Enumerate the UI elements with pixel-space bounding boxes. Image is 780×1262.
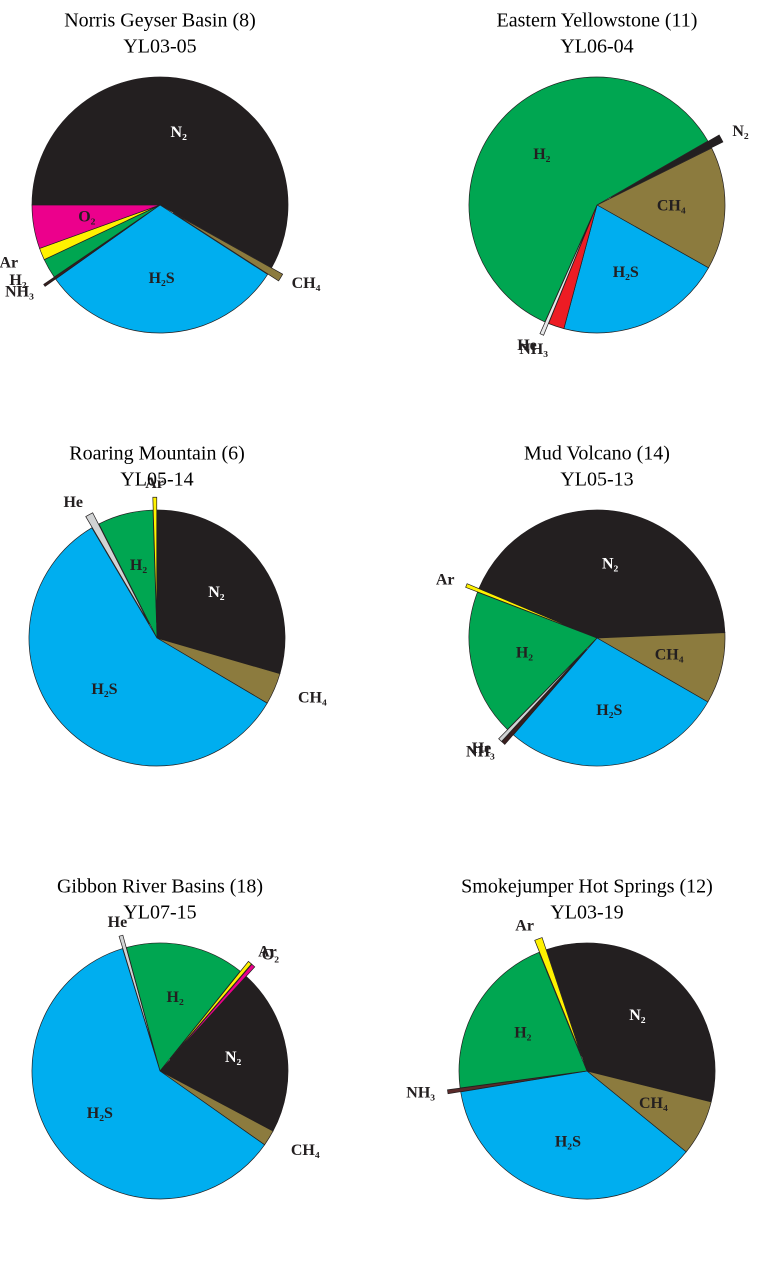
slice-label: NH₃ bbox=[466, 743, 495, 760]
chart-subtitle: YL05-13 bbox=[560, 469, 633, 491]
pie-slice bbox=[468, 591, 598, 730]
slice-label: NH₃ bbox=[5, 283, 34, 300]
chart-subtitle: YL03-05 bbox=[123, 36, 196, 58]
slice-label: H₂S bbox=[87, 1105, 113, 1122]
slice-label: O₂ bbox=[262, 947, 279, 964]
pie-slice bbox=[460, 1070, 687, 1200]
pie-slice bbox=[596, 147, 726, 269]
pie-slice bbox=[610, 134, 724, 199]
slice-label: He bbox=[472, 740, 492, 757]
pie-slice bbox=[156, 509, 286, 675]
pie-slice bbox=[563, 204, 709, 334]
slice-label: N₂ bbox=[629, 1007, 646, 1024]
pie-slice bbox=[501, 649, 588, 745]
pie-slice bbox=[169, 960, 252, 1060]
slice-label: NH₃ bbox=[519, 341, 548, 358]
slice-label: H₂ bbox=[130, 557, 147, 574]
chart-title: Smokejumper Hot Springs (12) bbox=[461, 876, 713, 898]
slice-label: CH₄ bbox=[655, 646, 684, 663]
slice-label: Ar bbox=[145, 475, 164, 492]
slice-label: H₂S bbox=[149, 270, 175, 287]
slice-label: N₂ bbox=[225, 1049, 242, 1066]
pie-slice bbox=[534, 937, 583, 1057]
pie-slice bbox=[43, 213, 148, 287]
slice-label: CH₄ bbox=[298, 690, 327, 707]
slice-label: H₂ bbox=[533, 146, 550, 163]
pie-slice bbox=[172, 212, 284, 282]
chart-title: Roaring Mountain (6) bbox=[69, 443, 245, 465]
pie-slice bbox=[468, 76, 709, 323]
chart-title: Mud Volcano (14) bbox=[524, 443, 670, 465]
slice-label: NH₃ bbox=[406, 1084, 435, 1101]
chart-title: Norris Geyser Basin (8) bbox=[64, 10, 256, 32]
pie-slice bbox=[447, 1072, 572, 1095]
chart-title: Gibbon River Basins (18) bbox=[57, 876, 263, 898]
pie-slice bbox=[539, 218, 592, 336]
pie-slice bbox=[458, 951, 588, 1089]
slice-label: H₂S bbox=[91, 681, 117, 698]
pie-slice bbox=[546, 942, 716, 1103]
pie-slice bbox=[126, 942, 241, 1072]
pie-slice bbox=[31, 948, 266, 1200]
slice-label: He bbox=[517, 337, 537, 354]
pie-slice bbox=[85, 512, 150, 625]
pie-slice bbox=[28, 527, 268, 767]
slice-label: CH₄ bbox=[292, 275, 321, 292]
slice-label: He bbox=[108, 914, 128, 931]
slice-label: Ar bbox=[0, 255, 18, 272]
pie-slice bbox=[55, 204, 269, 334]
slice-label: H₂ bbox=[516, 644, 533, 661]
slice-label: He bbox=[63, 494, 83, 511]
slice-label: H₂S bbox=[613, 264, 639, 281]
chart-subtitle: YL06-04 bbox=[560, 36, 633, 58]
pie-slice bbox=[465, 583, 583, 633]
pie-slice bbox=[169, 963, 256, 1060]
slice-label: Ar bbox=[258, 943, 277, 960]
pie-slice bbox=[512, 637, 709, 767]
slice-label: H₂S bbox=[555, 1133, 581, 1150]
chart-subtitle: YL05-14 bbox=[120, 469, 193, 491]
slice-label: N₂ bbox=[171, 124, 188, 141]
slice-label: Ar bbox=[515, 918, 534, 935]
pie-slice bbox=[31, 204, 161, 249]
slice-label: N₂ bbox=[602, 556, 619, 573]
pie-slice bbox=[152, 496, 158, 623]
slice-label: H₂ bbox=[9, 272, 26, 289]
slice-label: H₂ bbox=[167, 989, 184, 1006]
slice-label: O₂ bbox=[78, 208, 95, 225]
pie-slice bbox=[159, 975, 289, 1132]
slice-label: Ar bbox=[436, 571, 455, 588]
pie-slice bbox=[498, 648, 587, 742]
pie-slice bbox=[31, 76, 289, 268]
slice-label: H₂S bbox=[596, 702, 622, 719]
slice-label: N₂ bbox=[732, 123, 749, 140]
pie-slice bbox=[478, 509, 726, 639]
chart-title: Eastern Yellowstone (11) bbox=[497, 10, 698, 32]
chart-subtitle: YL03-19 bbox=[550, 902, 623, 924]
slice-label: N₂ bbox=[208, 584, 225, 601]
slice-label: CH₄ bbox=[291, 1142, 320, 1159]
slice-label: CH₄ bbox=[657, 198, 686, 215]
slice-label: CH₄ bbox=[639, 1095, 668, 1112]
slice-label: H₂ bbox=[514, 1024, 531, 1041]
chart-subtitle: YL07-15 bbox=[123, 902, 196, 924]
